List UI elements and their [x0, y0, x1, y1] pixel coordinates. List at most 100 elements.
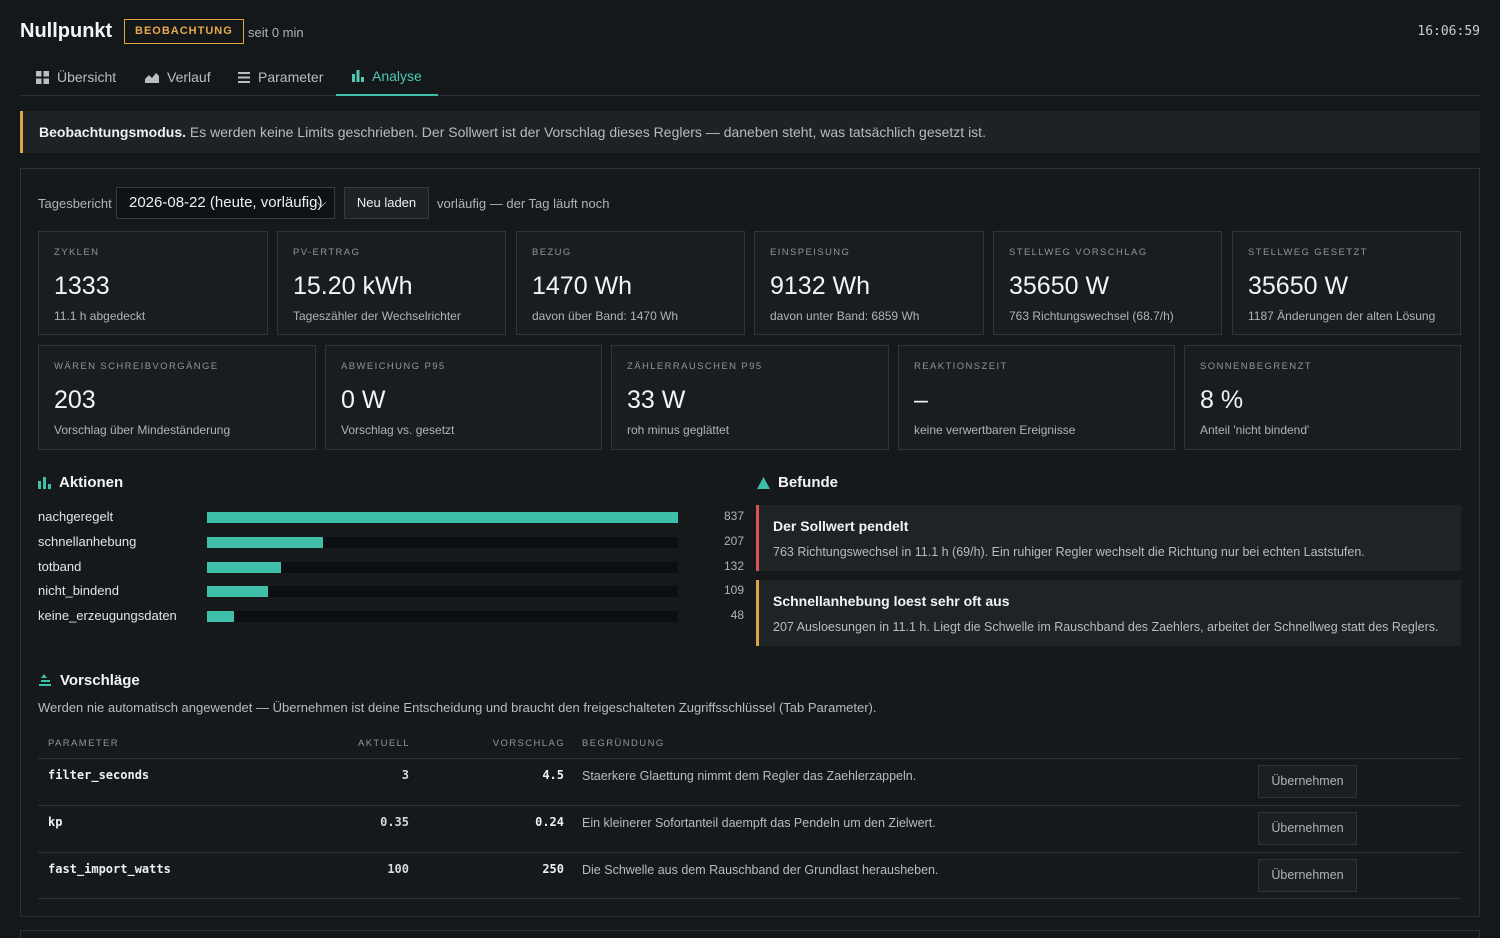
- stat-sub: 763 Richtungswechsel (68.7/h): [1009, 309, 1174, 323]
- stat-value: 1333: [54, 272, 110, 300]
- stat-label: ABWEICHUNG P95: [341, 361, 446, 372]
- finding-card: Schnellanhebung loest sehr oft aus 207 A…: [756, 580, 1461, 646]
- stat-card-bezug: BEZUG 1470 Wh davon über Band: 1470 Wh: [516, 231, 745, 335]
- finding-card: Der Sollwert pendelt 763 Richtungswechse…: [756, 505, 1461, 571]
- column-header-begruendung: BEGRÜNDUNG: [582, 738, 665, 749]
- tab-label: Verlauf: [167, 69, 211, 85]
- table-row: filter_seconds 3 4.5 Staerkere Glaettung…: [38, 758, 1461, 805]
- suggestions-description: Werden nie automatisch angewendet — Über…: [38, 700, 877, 715]
- apply-button[interactable]: Übernehmen: [1258, 765, 1357, 798]
- param-proposed: 4.5: [542, 768, 564, 782]
- action-bar-track: [207, 586, 678, 597]
- grid-icon: [36, 70, 49, 84]
- findings-heading: Befunde: [757, 474, 838, 491]
- action-name: nachgeregelt: [38, 509, 114, 524]
- action-bar: [207, 512, 678, 523]
- stat-sub: roh minus geglättet: [627, 423, 730, 437]
- param-proposed: 0.24: [535, 815, 564, 829]
- tab-label: Übersicht: [57, 69, 117, 85]
- table-row: fast_import_watts 100 250 Die Schwelle a…: [38, 852, 1461, 899]
- action-count: 48: [730, 608, 744, 622]
- tune-icon: [39, 674, 51, 686]
- action-name: schnellanhebung: [38, 534, 137, 549]
- clock: 16:06:59: [1417, 24, 1480, 39]
- stat-card-pv-ertrag: PV-ERTRAG 15.20 kWh Tageszähler der Wech…: [277, 231, 506, 335]
- action-bar-track: [207, 537, 678, 548]
- warning-triangle-icon: [757, 476, 770, 489]
- chevron-down-icon: ⌵: [316, 196, 326, 210]
- finding-text: 207 Ausloesungen in 11.1 h. Liegt die Sc…: [773, 620, 1439, 634]
- stat-label: REAKTIONSZEIT: [914, 361, 1008, 372]
- stat-sub: Anteil 'nicht bindend': [1200, 423, 1310, 437]
- param-name: kp: [48, 815, 63, 829]
- list-icon: [238, 71, 250, 83]
- tab-uebersicht[interactable]: Übersicht: [20, 58, 132, 96]
- action-bar-track: [207, 611, 678, 622]
- stat-label: ZÄHLERRAUSCHEN P95: [627, 361, 763, 372]
- reload-button[interactable]: Neu laden: [344, 187, 429, 219]
- tab-bar: Übersicht Verlauf Parameter Analyse: [20, 58, 1480, 96]
- stat-value: 9132 Wh: [770, 272, 871, 300]
- param-current: 3: [401, 768, 409, 782]
- bar-chart-icon: [352, 70, 364, 82]
- mode-since-label: seit 0 min: [248, 25, 304, 40]
- stat-sub: keine verwertbaren Ereignisse: [914, 423, 1076, 437]
- column-header-parameter: PARAMETER: [48, 738, 120, 749]
- selected-date: 2026-08-22 (heute, vorläufig): [129, 194, 323, 211]
- stat-card-zaehlerrauschen: ZÄHLERRAUSCHEN P95 33 W roh minus geglät…: [611, 345, 889, 450]
- action-row: keine_erzeugungsdaten 48: [38, 606, 744, 626]
- banner-title: Beobachtungsmodus.: [39, 124, 187, 140]
- action-count: 109: [723, 583, 744, 597]
- table-divider: [38, 898, 1461, 899]
- stat-sub: Vorschlag vs. gesetzt: [341, 423, 455, 437]
- param-name: fast_import_watts: [48, 862, 171, 876]
- action-bar: [207, 586, 269, 597]
- param-proposed: 250: [542, 862, 564, 876]
- suggestions-heading: Vorschläge: [38, 672, 140, 689]
- table-row: kp 0.35 0.24 Ein kleinerer Sofortanteil …: [38, 805, 1461, 852]
- finding-title: Der Sollwert pendelt: [773, 518, 909, 534]
- action-row: totband 132: [38, 557, 744, 577]
- area-chart-icon: [145, 73, 159, 83]
- report-label: Tagesbericht: [38, 196, 112, 211]
- stat-card-sonnenbegrenzt: SONNENBEGRENZT 8 % Anteil 'nicht bindend…: [1184, 345, 1461, 450]
- stat-label: EINSPEISUNG: [770, 247, 851, 258]
- action-bar: [207, 611, 234, 622]
- action-count: 837: [723, 509, 744, 523]
- stat-value: 203: [54, 386, 96, 414]
- stat-card-einspeisung: EINSPEISUNG 9132 Wh davon unter Band: 68…: [754, 231, 984, 335]
- stat-sub: Vorschlag über Mindeständerung: [54, 423, 231, 437]
- banner-text: Es werden keine Limits geschrieben. Der …: [189, 124, 986, 140]
- stat-sub: 11.1 h abgedeckt: [54, 309, 146, 323]
- apply-button[interactable]: Übernehmen: [1258, 812, 1357, 845]
- tab-analyse[interactable]: Analyse: [336, 58, 438, 96]
- stat-card-reaktionszeit: REAKTIONSZEIT – keine verwertbaren Ereig…: [898, 345, 1175, 450]
- stat-sub: davon unter Band: 6859 Wh: [770, 309, 920, 323]
- actions-title: Aktionen: [59, 474, 124, 491]
- stat-label: ZYKLEN: [54, 247, 100, 258]
- action-name: keine_erzeugungsdaten: [38, 608, 177, 623]
- stat-card-schreibvorgaenge: WÄREN SCHREIBVORGÄNGE 203 Vorschlag über…: [38, 345, 316, 450]
- stat-label: WÄREN SCHREIBVORGÄNGE: [54, 361, 219, 372]
- tab-verlauf[interactable]: Verlauf: [129, 58, 227, 96]
- action-count: 132: [723, 559, 744, 573]
- finding-title: Schnellanhebung loest sehr oft aus: [773, 593, 1010, 609]
- stat-card-zyklen: ZYKLEN 1333 11.1 h abgedeckt: [38, 231, 268, 335]
- apply-button[interactable]: Übernehmen: [1258, 859, 1357, 892]
- param-reason: Staerkere Glaettung nimmt dem Regler das…: [582, 769, 917, 783]
- stat-value: 35650 W: [1009, 272, 1110, 300]
- stat-label: STELLWEG VORSCHLAG: [1009, 247, 1148, 258]
- report-date-select[interactable]: 2026-08-22 (heute, vorläufig) ⌵: [116, 187, 335, 219]
- finding-text: 763 Richtungswechsel in 11.1 h (69/h). E…: [773, 545, 1365, 559]
- stat-card-stellweg-gesetzt: STELLWEG GESETZT 35650 W 1187 Änderungen…: [1232, 231, 1461, 335]
- tab-label: Analyse: [372, 68, 422, 84]
- tab-parameter[interactable]: Parameter: [222, 58, 339, 96]
- findings-title: Befunde: [778, 474, 838, 491]
- param-reason: Ein kleinerer Sofortanteil daempft das P…: [582, 816, 936, 830]
- action-bar-track: [207, 512, 678, 523]
- param-reason: Die Schwelle aus dem Rauschband der Grun…: [582, 863, 939, 877]
- action-bar: [207, 537, 324, 548]
- stat-card-abweichung: ABWEICHUNG P95 0 W Vorschlag vs. gesetzt: [325, 345, 602, 450]
- stat-value: 0 W: [341, 386, 386, 414]
- action-row: nachgeregelt 837: [38, 507, 744, 527]
